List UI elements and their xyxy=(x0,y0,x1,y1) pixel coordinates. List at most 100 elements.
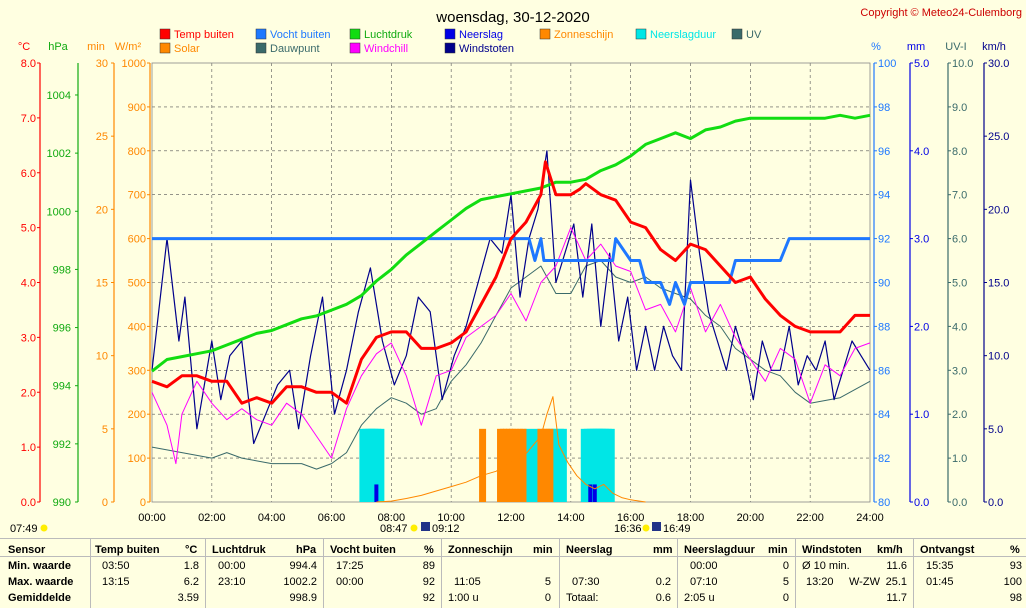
wind-max: 25.1 xyxy=(885,576,907,588)
temp-unit: °C xyxy=(185,544,198,556)
windstoten-line xyxy=(151,150,871,445)
rain-tick-label: 3.0 xyxy=(914,234,929,246)
series-lines xyxy=(151,113,871,503)
sunrise-icon xyxy=(410,524,418,532)
legend-label: Windstoten xyxy=(459,43,514,55)
humidity-unit: % xyxy=(424,544,434,556)
table-header-line xyxy=(0,556,1026,557)
civil-start-time: 08:47 xyxy=(380,523,408,535)
minutes-tick-label: 30 xyxy=(96,58,108,70)
temp-line xyxy=(151,160,870,405)
x-tick-label: 18:00 xyxy=(677,512,705,524)
legend-label: Neerslagduur xyxy=(650,29,716,41)
rain-tick-label: 2.0 xyxy=(914,321,929,333)
wind-avg10-label: Ø 10 min. xyxy=(802,560,850,572)
zonneschijn-bar xyxy=(511,428,519,502)
legend-label: Solar xyxy=(174,43,200,55)
wind-header: Windstoten xyxy=(802,544,862,556)
wind-unit: km/h xyxy=(877,544,903,556)
x-tick-label: 12:00 xyxy=(497,512,525,524)
rain-axis-unit: mm xyxy=(907,41,925,53)
legend-label: Windchill xyxy=(364,43,408,55)
rain-tick-label: 4.0 xyxy=(914,146,929,158)
sun-icon xyxy=(40,524,48,532)
rainduration-avg: 0 xyxy=(782,592,789,604)
rain-tick-label: 1.0 xyxy=(914,409,929,421)
x-tick-label: 06:00 xyxy=(318,512,346,524)
pressure-tick-label: 990 xyxy=(53,497,71,509)
humidity-tick-label: 82 xyxy=(878,453,890,465)
x-tick-label: 16:00 xyxy=(617,512,645,524)
rainduration-unit: min xyxy=(768,544,788,556)
solar-tick-label: 1000 xyxy=(122,58,146,70)
sunshine-avg-time: 1:00 u xyxy=(448,592,479,604)
x-tick-label: 04:00 xyxy=(258,512,286,524)
legend-swatch xyxy=(255,28,267,40)
uv-axis-unit: UV-I xyxy=(945,41,966,53)
temp-max: 6.2 xyxy=(183,576,199,588)
chart-title: woensdag, 30-12-2020 xyxy=(435,9,589,26)
sunshine-avg: 0 xyxy=(544,592,551,604)
col-sep xyxy=(559,539,560,608)
x-tick-label: 02:00 xyxy=(198,512,226,524)
temp-avg: 3.59 xyxy=(177,592,199,604)
row-label-min: Min. waarde xyxy=(8,560,71,572)
wind-max-dir: W-ZW xyxy=(849,576,880,588)
wind-tick-label: 5.0 xyxy=(988,424,1003,436)
temp-min-time: 03:50 xyxy=(102,560,130,572)
humidity-min: 89 xyxy=(422,560,435,572)
legend-swatch xyxy=(159,28,171,40)
humidity-header: Vocht buiten xyxy=(330,544,396,556)
humidity-max-time: 00:00 xyxy=(336,576,364,588)
humidity-tick-label: 86 xyxy=(878,365,890,377)
pressure-min: 994.4 xyxy=(289,560,317,572)
pressure-avg: 998.9 xyxy=(289,592,317,604)
uv-tick-label: 5.0 xyxy=(952,278,967,290)
temp-tick-label: 2.0 xyxy=(21,387,36,399)
legend-swatch xyxy=(444,42,456,54)
sunrise-time: 09:12 xyxy=(432,523,460,535)
solar-tick-label: 100 xyxy=(128,453,146,465)
rain-max: 0.2 xyxy=(655,576,671,588)
wind-avg: 11.7 xyxy=(886,592,907,604)
uv-tick-label: 7.0 xyxy=(952,190,967,202)
humidity-tick-label: 98 xyxy=(878,102,890,114)
humidity-min-time: 17:25 xyxy=(336,560,364,572)
minutes-tick-label: 10 xyxy=(96,351,108,363)
temp-axis-unit: °C xyxy=(18,41,30,53)
pressure-max-time: 23:10 xyxy=(218,576,246,588)
pressure-max: 1002.2 xyxy=(283,576,317,588)
humidity-tick-label: 80 xyxy=(878,497,890,509)
pressure-header: Luchtdruk xyxy=(212,544,266,556)
col-sep xyxy=(205,539,206,608)
sunset-time: 16:49 xyxy=(663,523,691,535)
row-label-max: Max. waarde xyxy=(8,576,74,588)
temp-tick-label: 0.0 xyxy=(21,497,36,509)
row-label-sensor: Sensor xyxy=(8,544,46,556)
solar-line xyxy=(376,396,646,503)
radiation-header: Ontvangst xyxy=(920,544,975,556)
radiation-avg: 98 xyxy=(1009,592,1022,604)
legend-label: Dauwpunt xyxy=(270,43,320,55)
solar-tick-label: 500 xyxy=(128,278,146,290)
legend-swatch xyxy=(255,42,267,54)
dauwpunt-line xyxy=(151,260,871,470)
solar-tick-label: 800 xyxy=(128,146,146,158)
wind-tick-label: 25.0 xyxy=(988,131,1009,143)
pressure-tick-label: 996 xyxy=(53,323,71,335)
humidity-tick-label: 92 xyxy=(878,234,890,246)
solar-tick-label: 700 xyxy=(128,190,146,202)
neerslagduur-bar xyxy=(523,428,540,502)
solar-axis-unit: W/m² xyxy=(115,41,142,53)
uv-tick-label: 2.0 xyxy=(952,409,967,421)
uv-tick-label: 3.0 xyxy=(952,365,967,377)
x-tick-label: 10:00 xyxy=(437,512,465,524)
x-tick-label: 20:00 xyxy=(737,512,765,524)
wind-axis-unit: km/h xyxy=(982,41,1006,53)
uv-tick-label: 6.0 xyxy=(952,234,967,246)
sunshine-max: 5 xyxy=(544,576,551,588)
solar-tick-label: 200 xyxy=(128,409,146,421)
civil-end-time: 16:36 xyxy=(614,523,642,535)
col-sep xyxy=(795,539,796,608)
neerslagduur-bar xyxy=(368,428,385,502)
